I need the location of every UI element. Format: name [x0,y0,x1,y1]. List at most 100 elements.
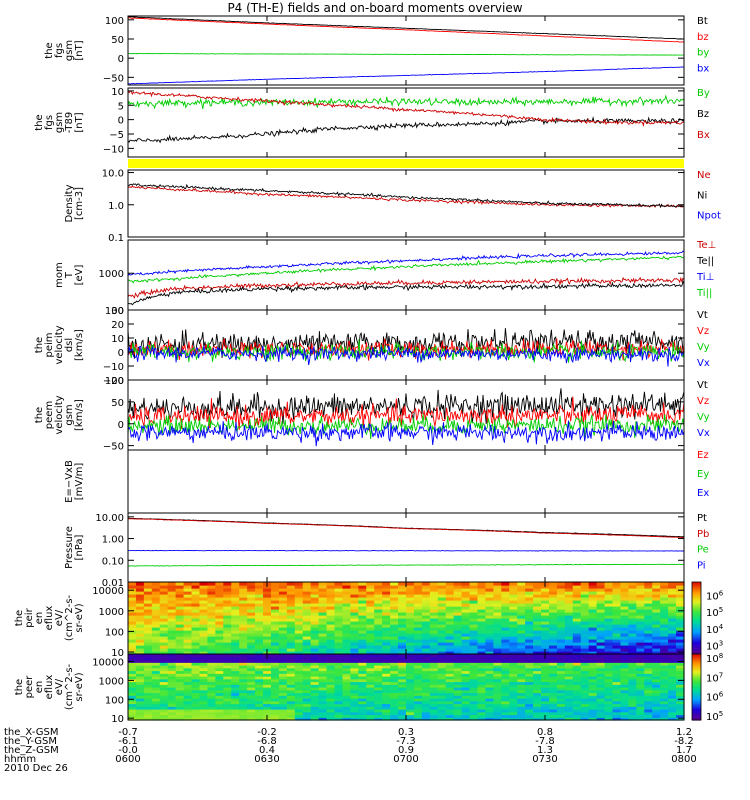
spectrogram-cell [525,654,534,658]
spectrogram-cell [437,706,447,710]
spectrogram-cell [477,662,487,666]
spectrogram-cell [652,609,661,613]
spectrogram-cell [493,717,502,721]
spectrogram-cell [429,717,439,721]
spectrogram-cell [215,662,224,666]
spectrogram-cell [263,667,272,672]
spectrogram-cell [167,670,177,674]
spectrogram-cell [247,615,256,619]
spectrogram-cell [445,591,455,595]
spectrogram-cell [469,639,479,643]
colorbar-cell [692,711,701,714]
spectrogram-cell [223,648,232,652]
spectrogram-cell [533,662,542,666]
spectrogram-cell [310,711,320,716]
spectrogram-cell [421,585,431,589]
spectrogram-cell [318,662,328,666]
spectrogram-cell [596,665,606,669]
spectrogram-cell [151,612,161,616]
spectrogram-cell [501,582,510,586]
spectrogram-cell [588,706,598,710]
spectrogram-cell [128,633,137,637]
spectrogram-cell [382,711,391,716]
spectrogram-cell [143,633,153,637]
spectrogram-cell [382,594,391,598]
spectrogram-cell [223,609,232,613]
spectrogram-cell [501,624,510,628]
spectrogram-cell [533,639,542,643]
spectrogram-cell [207,603,216,607]
spectrogram-cell [572,597,582,601]
spectrogram-cell [247,612,256,616]
spectrogram-cell [342,687,351,691]
spectrogram-cell [509,621,518,625]
spectrogram-cell [302,651,312,655]
spectrogram-cell [223,711,232,716]
spectrogram-cell [437,627,447,631]
spectrogram-cell [342,603,351,607]
spectrogram-cell [612,624,622,628]
spectrogram-cell [334,588,344,592]
spectrogram-cell [374,591,383,595]
spectrogram-cell [636,670,645,674]
spectrogram-cell [390,689,399,694]
spectrogram-cell [247,654,256,658]
spectrogram-cell [406,600,415,604]
spectrogram-cell [398,639,407,643]
spectrogram-cell [310,698,320,702]
spectrogram-cell [342,665,351,669]
spectrogram-cell [556,624,566,628]
spectrogram-cell [477,648,487,652]
spectrogram-cell [175,624,185,628]
spectrogram-cell [620,703,629,707]
spectrogram-cell [572,624,582,628]
spectrogram-cell [636,612,645,616]
spectrogram-cell [437,673,447,677]
spectrogram-cell [278,630,288,634]
spectrogram-cell [175,709,185,713]
spectrogram-cell [660,615,669,619]
spectrogram-cell [183,706,193,710]
spectrogram-cell [366,711,375,716]
spectrogram-cell [652,662,661,666]
spectrogram-cell [604,624,614,628]
spectrogram-cell [548,603,558,607]
spectrogram-cell [636,684,645,688]
spectrogram-cell [167,639,177,643]
spectrogram-cell [509,603,518,607]
spectrogram-cell [628,695,637,699]
spectrogram-cell [143,636,153,640]
spectrogram-cell [548,609,558,613]
spectrogram-cell [326,609,336,613]
spectrogram-cell [310,582,320,586]
spectrogram-cell [398,662,407,666]
spectrogram-cell [636,659,645,663]
spectrogram-cell [413,597,423,601]
spectrogram-cell [350,627,359,631]
panel-1 [127,15,685,86]
spectrogram-cell [382,627,391,631]
spectrogram-cell [588,711,598,716]
spectrogram-cell [398,692,407,696]
spectrogram-cell [541,612,550,616]
spectrogram-cell [215,670,224,674]
spectrogram-cell [501,687,510,691]
spectrogram-cell [572,700,582,705]
spectrogram-cell [485,698,494,702]
spectrogram-cell [477,606,487,610]
spectrogram-cell [151,615,161,619]
spectrogram-cell [231,630,240,634]
spectrogram-cell [278,615,288,619]
series-line-bz [127,17,685,43]
spectrogram-cell [135,659,145,663]
spectrogram-cell [556,656,566,661]
spectrogram-cell [366,594,375,598]
spectrogram-cell [548,585,558,589]
spectrogram-cell [429,698,439,702]
legend-entry-by: by [697,48,709,59]
spectrogram-cell [461,695,471,699]
spectrogram-cell [445,681,455,685]
spectrogram-cell [159,630,169,634]
spectrogram-cell [302,594,312,598]
spectrogram-cell [580,692,590,696]
